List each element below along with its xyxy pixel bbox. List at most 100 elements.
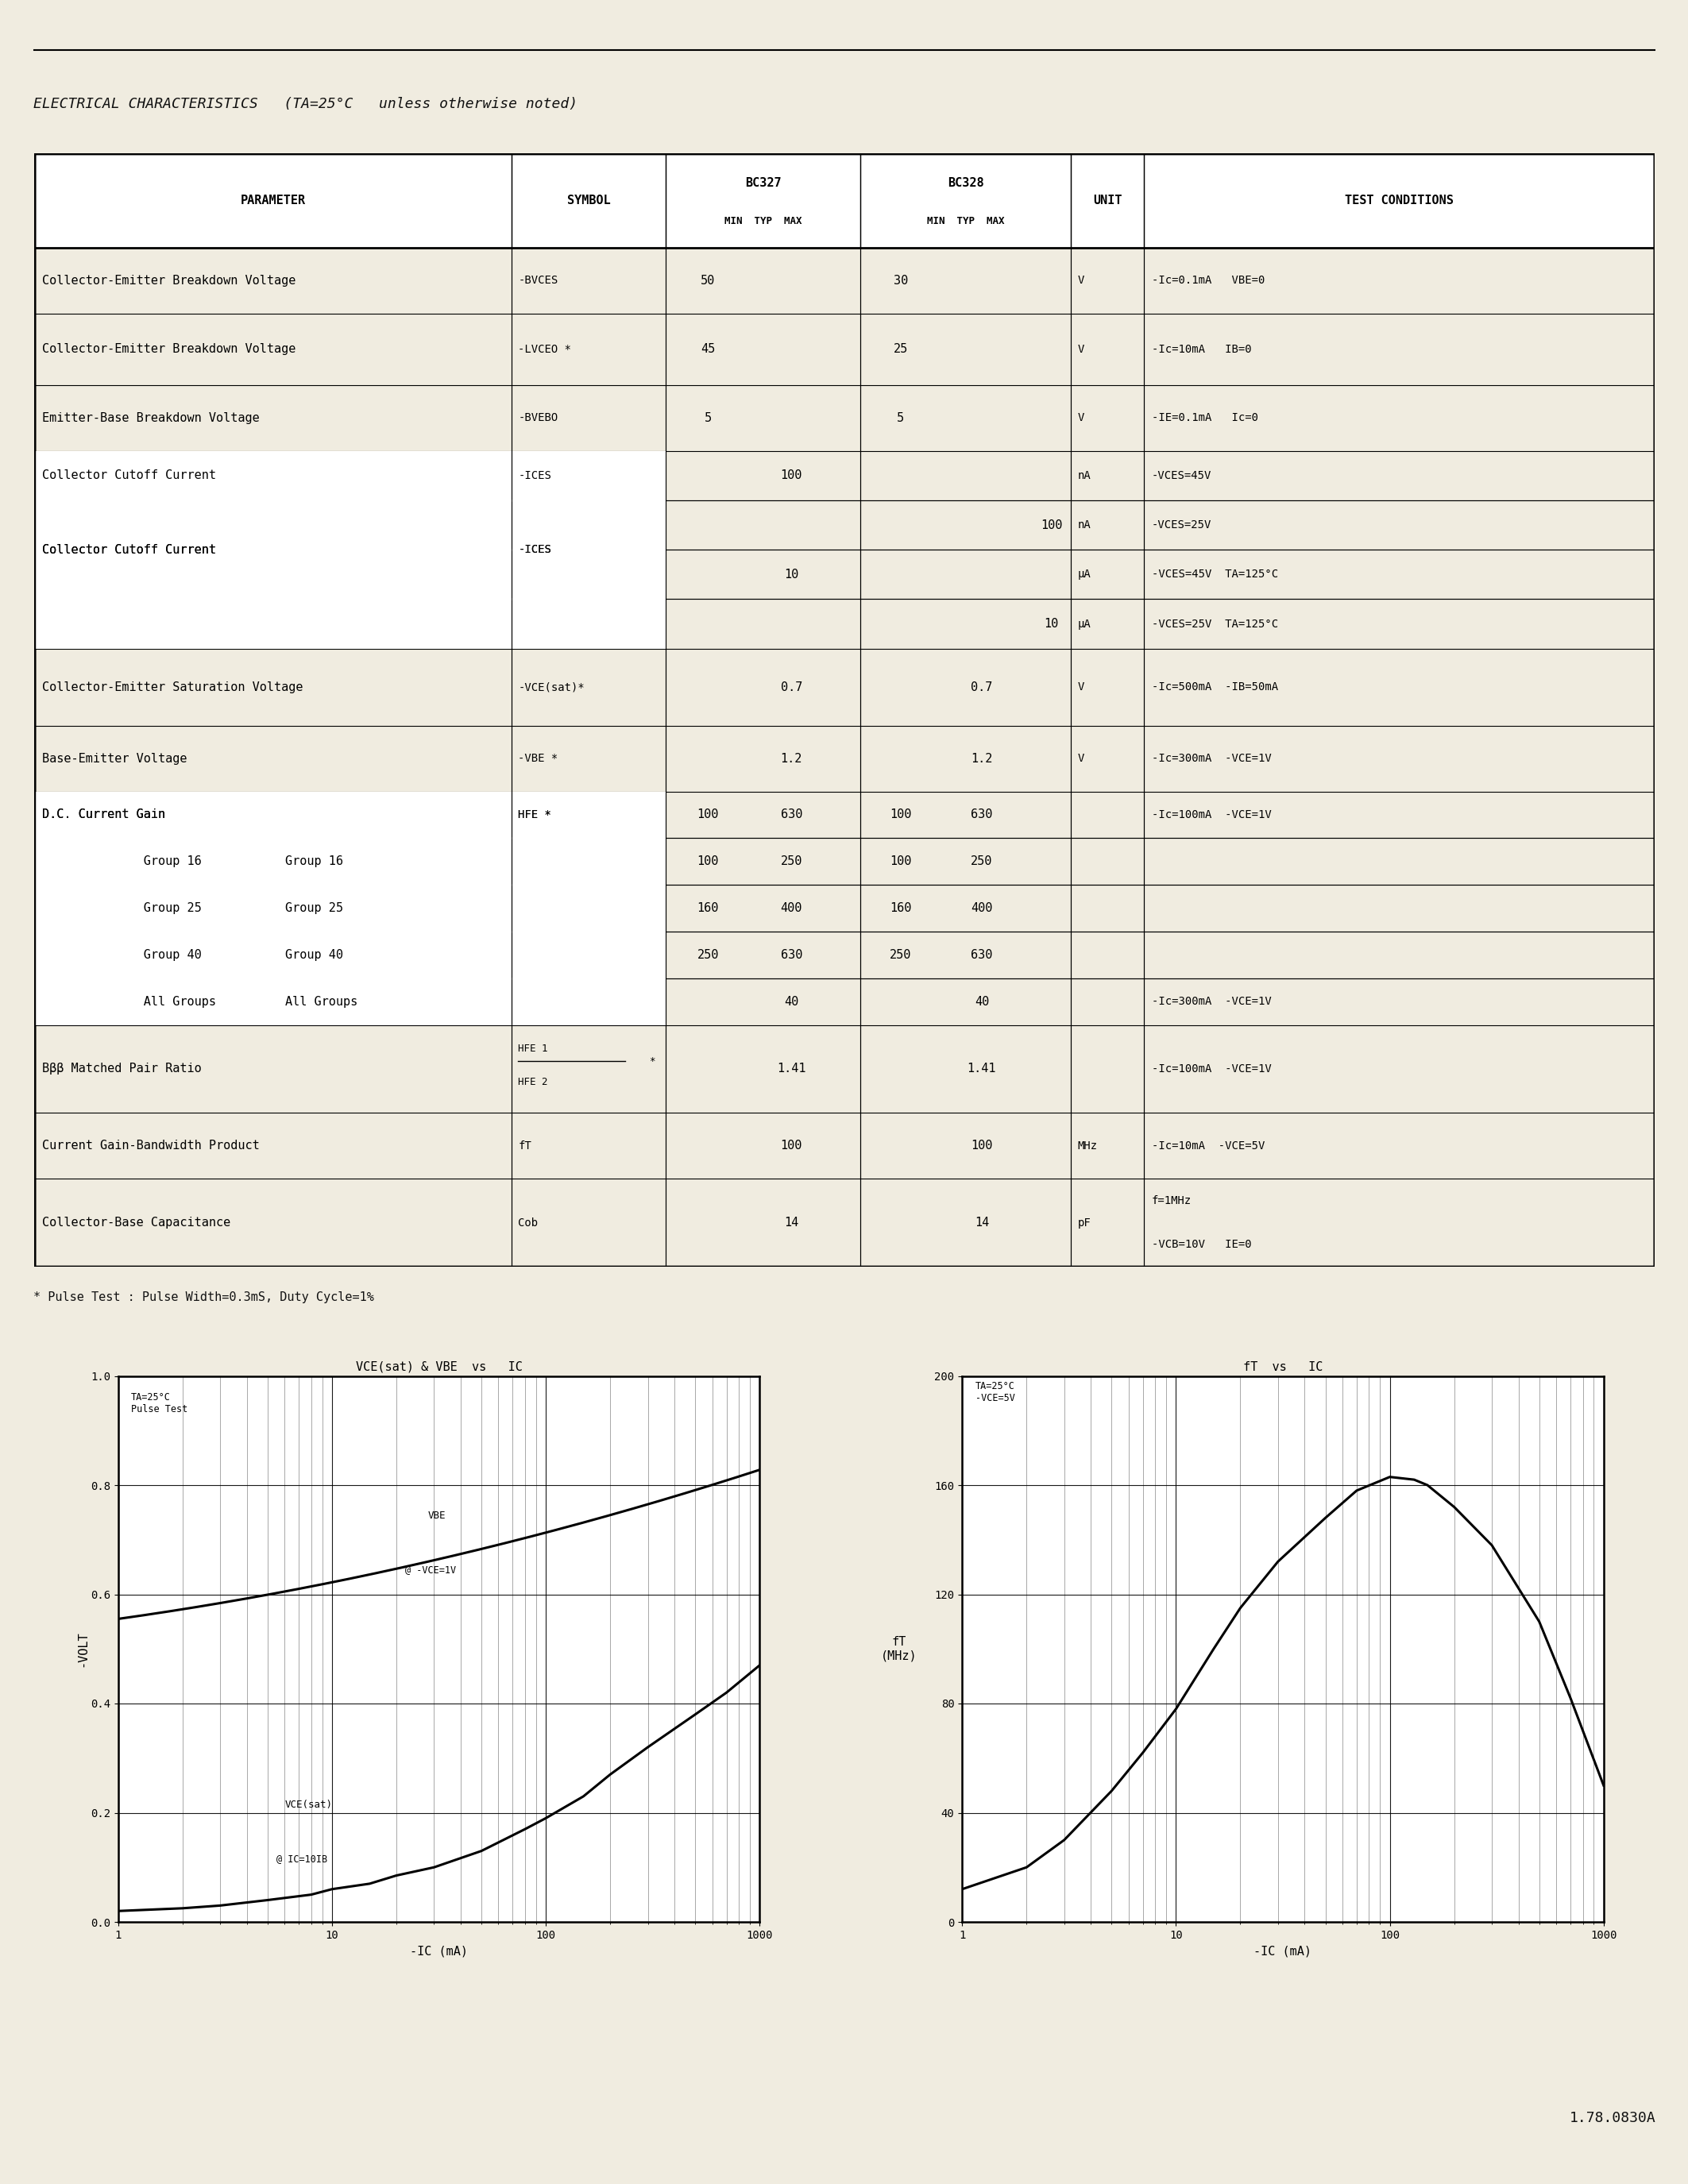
Text: All Groups: All Groups bbox=[42, 996, 216, 1007]
Text: Group 25: Group 25 bbox=[285, 902, 343, 915]
Text: @ IC=10IB: @ IC=10IB bbox=[277, 1854, 327, 1863]
Text: Collector Cutoff Current: Collector Cutoff Current bbox=[42, 544, 216, 555]
Text: 630: 630 bbox=[780, 808, 802, 821]
Text: 30: 30 bbox=[893, 275, 908, 286]
Text: Group 40: Group 40 bbox=[285, 950, 343, 961]
Text: V: V bbox=[1077, 413, 1084, 424]
Text: Base-Emitter Voltage: Base-Emitter Voltage bbox=[42, 753, 187, 764]
Bar bbox=[34, 978, 511, 1024]
Bar bbox=[511, 598, 665, 649]
Title: fT  vs   IC: fT vs IC bbox=[1242, 1361, 1323, 1374]
Text: Group 25: Group 25 bbox=[42, 902, 201, 915]
Title: VCE(sat) & VBE  vs   IC: VCE(sat) & VBE vs IC bbox=[356, 1361, 522, 1374]
Text: -IE=0.1mA   Ic=0: -IE=0.1mA Ic=0 bbox=[1151, 413, 1258, 424]
Bar bbox=[511, 978, 665, 1024]
Text: BC327: BC327 bbox=[744, 177, 782, 190]
Text: 10: 10 bbox=[1045, 618, 1058, 629]
Text: 250: 250 bbox=[697, 950, 719, 961]
Text: HFE *: HFE * bbox=[518, 810, 552, 821]
Text: Current Gain-Bandwidth Product: Current Gain-Bandwidth Product bbox=[42, 1140, 260, 1151]
Text: 1.41: 1.41 bbox=[967, 1064, 996, 1075]
Text: -BVCES: -BVCES bbox=[518, 275, 559, 286]
Text: -Ic=10mA  -VCE=5V: -Ic=10mA -VCE=5V bbox=[1151, 1140, 1264, 1151]
Text: -Ic=0.1mA   VBE=0: -Ic=0.1mA VBE=0 bbox=[1151, 275, 1264, 286]
Text: -VCES=45V: -VCES=45V bbox=[1151, 470, 1212, 480]
Text: 14: 14 bbox=[974, 1216, 989, 1230]
Text: -ICES: -ICES bbox=[518, 544, 552, 555]
Text: 160: 160 bbox=[890, 902, 912, 915]
Text: Collector-Emitter Saturation Voltage: Collector-Emitter Saturation Voltage bbox=[42, 681, 302, 692]
Text: 100: 100 bbox=[1040, 520, 1062, 531]
Text: 160: 160 bbox=[697, 902, 719, 915]
Text: 250: 250 bbox=[971, 856, 993, 867]
Text: D.C. Current Gain: D.C. Current Gain bbox=[42, 808, 165, 821]
Text: Collector-Emitter Breakdown Voltage: Collector-Emitter Breakdown Voltage bbox=[42, 275, 295, 286]
Text: *: * bbox=[638, 1057, 657, 1066]
Text: Collector Cutoff Current: Collector Cutoff Current bbox=[42, 544, 216, 555]
Bar bbox=[34, 839, 511, 885]
Text: 630: 630 bbox=[971, 808, 993, 821]
Text: -ICES: -ICES bbox=[518, 544, 552, 555]
Text: -Ic=300mA  -VCE=1V: -Ic=300mA -VCE=1V bbox=[1151, 753, 1271, 764]
Text: Group 16: Group 16 bbox=[42, 856, 201, 867]
X-axis label: -IC (mA): -IC (mA) bbox=[410, 1946, 468, 1957]
Bar bbox=[34, 450, 511, 500]
Bar bbox=[511, 933, 665, 978]
Text: MIN  TYP  MAX: MIN TYP MAX bbox=[927, 216, 1004, 227]
Text: 100: 100 bbox=[780, 1140, 802, 1151]
Text: 10: 10 bbox=[785, 568, 798, 581]
Text: TA=25°C
-VCE=5V: TA=25°C -VCE=5V bbox=[976, 1382, 1014, 1404]
Text: 100: 100 bbox=[697, 856, 719, 867]
Text: 250: 250 bbox=[780, 856, 802, 867]
Text: -VBE *: -VBE * bbox=[518, 753, 559, 764]
Text: -VCB=10V   IE=0: -VCB=10V IE=0 bbox=[1151, 1238, 1252, 1249]
Text: V: V bbox=[1077, 681, 1084, 692]
Text: -VCES=45V  TA=125°C: -VCES=45V TA=125°C bbox=[1151, 568, 1278, 581]
Bar bbox=[34, 885, 511, 933]
Text: 400: 400 bbox=[780, 902, 802, 915]
Text: -LVCEO *: -LVCEO * bbox=[518, 343, 572, 354]
Text: Collector-Emitter Breakdown Voltage: Collector-Emitter Breakdown Voltage bbox=[42, 343, 295, 356]
Bar bbox=[34, 933, 511, 978]
Text: -VCES=25V  TA=125°C: -VCES=25V TA=125°C bbox=[1151, 618, 1278, 629]
Bar bbox=[511, 791, 665, 839]
Text: MIN  TYP  MAX: MIN TYP MAX bbox=[724, 216, 802, 227]
X-axis label: -IC (mA): -IC (mA) bbox=[1254, 1946, 1312, 1957]
Text: TEST CONDITIONS: TEST CONDITIONS bbox=[1345, 194, 1453, 205]
Text: HFE *: HFE * bbox=[518, 810, 552, 821]
Text: fT: fT bbox=[518, 1140, 532, 1151]
Text: SYMBOL: SYMBOL bbox=[567, 194, 611, 205]
Text: nA: nA bbox=[1077, 470, 1090, 480]
Text: Group 40: Group 40 bbox=[42, 950, 201, 961]
Text: Cob: Cob bbox=[518, 1216, 538, 1227]
Text: HFE 2: HFE 2 bbox=[518, 1077, 549, 1088]
Text: 0.7: 0.7 bbox=[780, 681, 802, 692]
Text: nA: nA bbox=[1077, 520, 1090, 531]
Text: All Groups: All Groups bbox=[285, 996, 358, 1007]
Text: 14: 14 bbox=[785, 1216, 798, 1230]
Text: -BVEBO: -BVEBO bbox=[518, 413, 559, 424]
Text: Emitter-Base Breakdown Voltage: Emitter-Base Breakdown Voltage bbox=[42, 413, 260, 424]
Text: -VCE(sat)*: -VCE(sat)* bbox=[518, 681, 584, 692]
Text: Collector Cutoff Current: Collector Cutoff Current bbox=[42, 470, 216, 480]
Text: Collector-Base Capacitance: Collector-Base Capacitance bbox=[42, 1216, 230, 1230]
Text: 100: 100 bbox=[890, 856, 912, 867]
Bar bbox=[511, 550, 665, 598]
Text: 100: 100 bbox=[780, 470, 802, 480]
Text: V: V bbox=[1077, 343, 1084, 354]
Text: 400: 400 bbox=[971, 902, 993, 915]
Y-axis label: fT
(MHz): fT (MHz) bbox=[881, 1636, 917, 1662]
Text: pF: pF bbox=[1077, 1216, 1090, 1227]
Text: -Ic=100mA  -VCE=1V: -Ic=100mA -VCE=1V bbox=[1151, 1064, 1271, 1075]
Text: MHz: MHz bbox=[1077, 1140, 1097, 1151]
Text: 50: 50 bbox=[701, 275, 716, 286]
Text: μA: μA bbox=[1077, 568, 1090, 581]
Text: 0.7: 0.7 bbox=[971, 681, 993, 692]
Bar bbox=[34, 153, 1654, 247]
Text: 630: 630 bbox=[780, 950, 802, 961]
Text: 25: 25 bbox=[893, 343, 908, 356]
Text: BC328: BC328 bbox=[947, 177, 984, 190]
Text: 100: 100 bbox=[890, 808, 912, 821]
Text: 5: 5 bbox=[704, 413, 712, 424]
Text: -Ic=300mA  -VCE=1V: -Ic=300mA -VCE=1V bbox=[1151, 996, 1271, 1007]
